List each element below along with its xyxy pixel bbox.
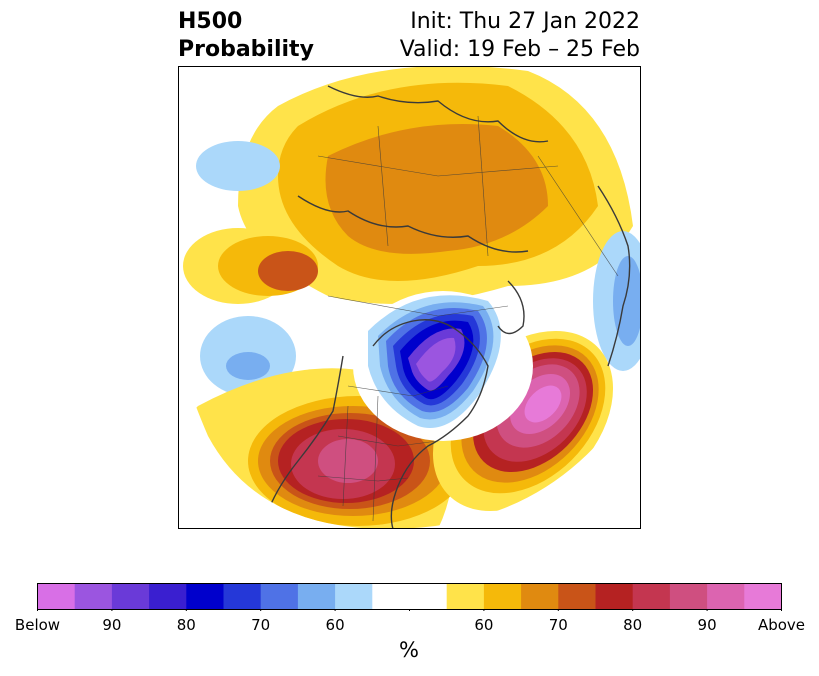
colorbar-tick-label: 70: [251, 616, 271, 634]
coastlines: [267, 85, 631, 529]
border-line-9: [477, 115, 489, 257]
coastline-greenland: [497, 280, 525, 335]
border-line-8: [377, 125, 389, 247]
colorbar-box: [223, 583, 262, 610]
colorbar-tick-label: 80: [176, 616, 196, 634]
colorbar-tick-label: 90: [102, 616, 122, 634]
colorbar-tick-label: 70: [548, 616, 568, 634]
colorbar-box: [483, 583, 522, 610]
colorbar: [37, 583, 782, 611]
colorbar-unit-label: %: [399, 638, 419, 662]
pacific-red-orange: [258, 251, 318, 291]
coastline-siberia: [297, 195, 529, 253]
border-line-7: [317, 155, 559, 177]
colorbar-box: [37, 583, 76, 610]
colorbar-box: [335, 583, 373, 610]
colorbar-tick-label: Above: [757, 616, 806, 634]
colorbar-box: [74, 583, 113, 610]
colorbar-box: [595, 583, 634, 610]
colorbar-box: [372, 583, 410, 610]
colorbar-box: [744, 583, 782, 610]
probability-map: [178, 66, 641, 529]
colorbar-box: [111, 583, 150, 610]
europe-blue-core: [613, 256, 641, 346]
canada-below-purple: [416, 337, 456, 382]
title-left: H500 Probability: [178, 8, 314, 64]
colorbar-box: [558, 583, 596, 610]
colorbar-tick-label: 80: [623, 616, 643, 634]
colorbar-box: [149, 583, 187, 610]
border-line-1: [327, 295, 509, 317]
title-init: Init: Thu 27 Jan 2022: [410, 9, 640, 34]
coastline-north-america-east: [372, 319, 489, 529]
borders: [317, 115, 619, 522]
colorbar-box: [632, 583, 671, 610]
border-line-4: [317, 475, 409, 482]
colorbar-ticks: [37, 609, 782, 611]
atlantic-above-violet: [524, 385, 562, 423]
colorbar-tick-label: Below: [14, 616, 61, 634]
map-frame: [178, 66, 641, 529]
colorbar-box: [186, 583, 224, 610]
bering-blue: [196, 141, 280, 191]
us-above-pink: [318, 439, 378, 483]
colorbar-box: [669, 583, 708, 610]
probability-field: [178, 66, 641, 529]
colorbar-tick-label: 60: [325, 616, 345, 634]
coastline-europe: [597, 185, 631, 367]
coastline-north-america-west: [267, 355, 344, 512]
border-line-2: [347, 385, 449, 397]
colorbar-box: [409, 583, 448, 610]
colorbar-box: [446, 583, 485, 610]
colorbar-tick-label: 60: [474, 616, 494, 634]
colorbar-box: [297, 583, 336, 610]
arctic-above-dark-orange: [325, 124, 548, 254]
title-variable: H500: [178, 9, 243, 34]
border-line-3: [337, 435, 439, 447]
colorbar-boxes: [37, 583, 782, 610]
title-valid: Valid: 19 Feb – 25 Feb: [399, 37, 640, 62]
colorbar-box: [521, 583, 559, 610]
colorbar-box: [707, 583, 745, 610]
border-line-6: [372, 395, 379, 522]
coastline-arctic: [327, 85, 549, 143]
title-right: Init: Thu 27 Jan 2022 Valid: 19 Feb – 25…: [400, 8, 640, 64]
colorbar-box: [260, 583, 299, 610]
border-line-5: [342, 405, 349, 507]
title-quantity: Probability: [178, 37, 314, 62]
pacific-blue-core: [226, 352, 270, 380]
border-line-10: [537, 155, 619, 277]
colorbar-tick-label: 90: [697, 616, 717, 634]
